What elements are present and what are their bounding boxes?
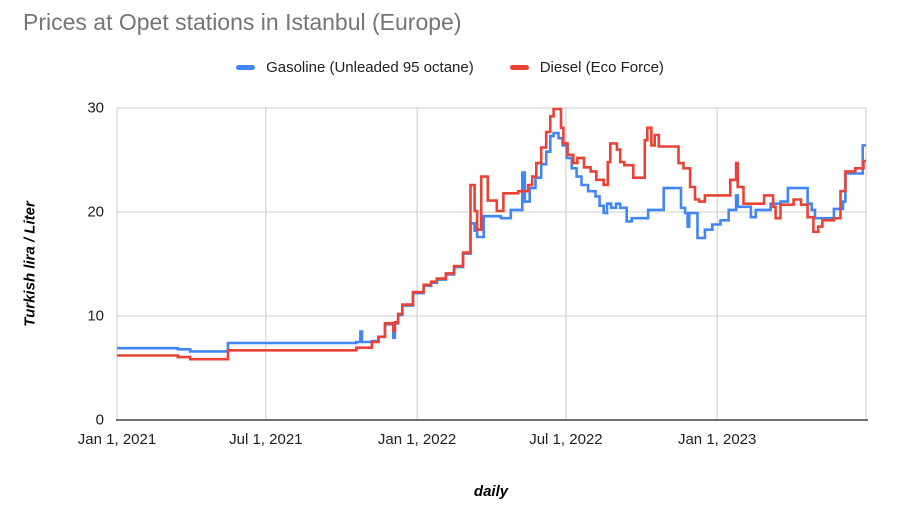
x-tick-label: Jan 1, 2023 <box>677 431 757 448</box>
gasoline-series-swatch-icon <box>236 65 256 70</box>
chart-title: Prices at Opet stations in Istanbul (Eur… <box>23 9 462 35</box>
legend-label-gasoline: Gasoline (Unleaded 95 octane) <box>266 59 474 76</box>
y-tick-label: 20 <box>87 203 104 221</box>
x-axis-title: daily <box>473 483 509 500</box>
y-axis-title: Turkish lira / Liter <box>21 201 39 327</box>
x-tick-label: Jan 1, 2022 <box>377 431 457 448</box>
legend: Gasoline (Unleaded 95 octane) Diesel (Ec… <box>0 59 900 76</box>
x-tick-label: Jul 1, 2021 <box>229 431 303 448</box>
diesel-series-line[interactable] <box>117 107 866 361</box>
y-tick-label: 10 <box>87 307 104 325</box>
legend-item-gasoline[interactable]: Gasoline (Unleaded 95 octane) <box>236 59 474 76</box>
gasoline-series-line[interactable] <box>117 131 866 353</box>
legend-item-diesel[interactable]: Diesel (Eco Force) <box>509 59 664 76</box>
legend-label-diesel: Diesel (Eco Force) <box>539 59 664 76</box>
x-tick-label: Jul 1, 2022 <box>529 431 603 448</box>
y-tick-label: 0 <box>95 411 104 429</box>
x-tick-label: Jan 1, 2021 <box>77 431 157 448</box>
y-tick-label: 30 <box>87 99 104 117</box>
diesel-series-swatch-icon <box>509 65 529 70</box>
